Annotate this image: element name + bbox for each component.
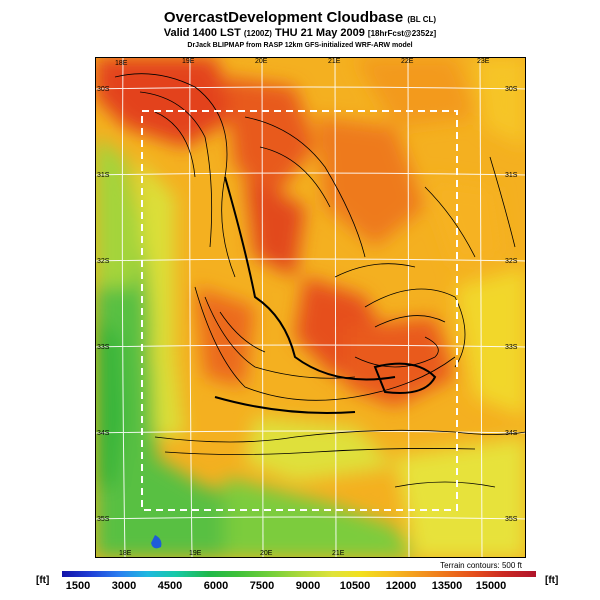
lat-label-left-31s: 31S xyxy=(97,172,110,179)
colorbar-label-4500: 4500 xyxy=(157,580,183,592)
lat-label-left-34s: 34S xyxy=(97,430,110,437)
terrain-contours xyxy=(114,73,526,488)
colorbar-unit-left: [ft] xyxy=(36,575,50,586)
lat-label-right-34s: 34S xyxy=(505,430,518,437)
map-title: OvercastDevelopment Cloudbase (BL CL) xyxy=(163,9,437,26)
lat-label-left-32s: 32S xyxy=(97,258,110,265)
lat-label-right-30s: 30S xyxy=(505,86,518,93)
colorbar-label-7500: 7500 xyxy=(249,580,275,592)
lon-label-top-18e: 18E xyxy=(115,60,128,67)
colorbar xyxy=(62,571,536,577)
lat-label-left-33s: 33S xyxy=(97,344,110,351)
lon-label-bottom-21e: 21E xyxy=(332,550,345,557)
credit-line: DrJack BLIPMAP from RASP 12km GFS-initia… xyxy=(187,42,413,49)
lat-label-left-30s: 30S xyxy=(97,86,110,93)
lon-label-bottom-19e: 19E xyxy=(189,550,202,557)
colorbar-label-10500: 10500 xyxy=(339,580,371,592)
lat-label-right-31s: 31S xyxy=(505,172,518,179)
colorbar-label-15000: 15000 xyxy=(475,580,507,592)
colorbar-label-9000: 9000 xyxy=(295,580,321,592)
colorbar-label-3000: 3000 xyxy=(111,580,137,592)
lon-label-top-21e: 21E xyxy=(328,58,341,65)
color-field xyxy=(95,57,526,558)
colorbar-unit-right: [ft] xyxy=(545,575,559,586)
lon-label-top-23e: 23E xyxy=(477,58,490,65)
lon-label-top-19e: 19E xyxy=(182,58,195,65)
colorbar-label-1500: 1500 xyxy=(65,580,91,592)
lat-label-right-35s: 35S xyxy=(505,516,518,523)
inner-domain-box xyxy=(141,110,458,511)
lat-lon-grid xyxy=(95,57,526,558)
cloudbase-map: 18E 19E 20E 21E 22E 23E 18E 19E 20E 21E … xyxy=(95,57,526,558)
colorbar-label-13500: 13500 xyxy=(431,580,463,592)
lat-label-right-33s: 33S xyxy=(505,344,518,351)
valid-time: Valid 1400 LST (1200Z) THU 21 May 2009 [… xyxy=(163,27,437,39)
lon-label-bottom-18e: 18E xyxy=(119,550,132,557)
lat-label-left-35s: 35S xyxy=(97,516,110,523)
lon-label-bottom-20e: 20E xyxy=(260,550,273,557)
lat-label-right-32s: 32S xyxy=(505,258,518,265)
terrain-contours-note: Terrain contours: 500 ft xyxy=(440,561,522,570)
colorbar-label-12000: 12000 xyxy=(385,580,417,592)
colorbar-label-6000: 6000 xyxy=(203,580,229,592)
lon-label-top-22e: 22E xyxy=(401,58,414,65)
lon-label-top-20e: 20E xyxy=(255,58,268,65)
